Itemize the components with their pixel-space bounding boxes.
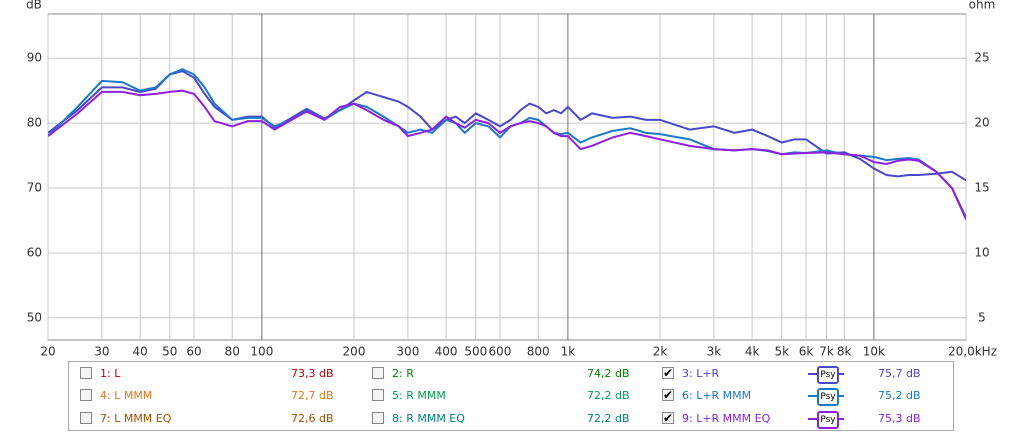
y-unit: dB	[26, 0, 42, 12]
x-tick-label: 6k	[799, 345, 814, 359]
legend-name: 9: L+R MMM EQ	[682, 412, 771, 425]
x-tick-label: 400	[435, 345, 458, 359]
legend-entry: 2: R 74,2 dB	[372, 365, 672, 383]
y-tick-label: 60	[27, 245, 42, 259]
visibility-checkbox[interactable]: ✔	[662, 411, 674, 425]
x-tick-label: 4k	[745, 345, 760, 359]
visibility-checkbox[interactable]	[372, 367, 384, 379]
legend-name: 6: L+R MMM	[682, 389, 752, 402]
legend-level: 75,7 dB	[878, 367, 921, 380]
plot-area	[47, 13, 967, 341]
y2-unit: ohm	[969, 0, 996, 12]
legend-entry: 8: R MMM EQ 72,2 dB	[372, 410, 672, 428]
x-tick-label: 500	[464, 345, 487, 359]
y-tick-label: 90	[27, 51, 42, 65]
x-tick-label: 20,0kHz	[948, 345, 997, 359]
legend-name: 5: R MMM	[392, 389, 446, 402]
legend-level: 72,2 dB	[587, 389, 630, 402]
x-tick-label: 80	[225, 345, 240, 359]
x-tick-label: 50	[162, 345, 177, 359]
x-tick-label: 1k	[561, 345, 576, 359]
legend-level: 73,3 dB	[291, 367, 334, 380]
legend-level: 72,6 dB	[291, 412, 334, 425]
x-tick-label: 8k	[837, 345, 852, 359]
x-tick-label: 3k	[707, 345, 722, 359]
smoothing-label: Psy	[817, 411, 839, 429]
legend-entry: ✔ 9: L+R MMM EQ Psy 75,3 dB	[662, 410, 962, 429]
legend-level: 72,2 dB	[587, 412, 630, 425]
x-tick-label: 7k	[819, 345, 834, 359]
curve	[48, 89, 966, 220]
legend-name: 2: R	[392, 367, 414, 380]
legend-entry: 1: L 73,3 dB	[80, 365, 380, 383]
legend-name: 7: L MMM EQ	[100, 412, 172, 425]
x-tick-label: 5k	[774, 345, 789, 359]
visibility-checkbox[interactable]	[80, 367, 92, 379]
y2-tick-label: 15	[974, 181, 989, 195]
smoothing-label: Psy	[817, 366, 839, 384]
legend-name: 3: L+R	[682, 367, 720, 380]
legend-entry: 4: L MMM 72,7 dB	[80, 387, 380, 405]
y-tick-label: 50	[27, 310, 42, 324]
visibility-checkbox[interactable]: ✔	[662, 366, 674, 380]
legend-level: 74,2 dB	[587, 367, 630, 380]
y-tick-label: 70	[27, 181, 42, 195]
y2-tick-label: 5	[978, 310, 986, 324]
visibility-checkbox[interactable]	[372, 412, 384, 424]
y-tick-label: 80	[27, 116, 42, 130]
x-tick-label: 800	[527, 345, 550, 359]
y2-tick-label: 10	[974, 245, 989, 259]
legend-name: 1: L	[100, 367, 121, 380]
visibility-checkbox[interactable]	[80, 412, 92, 424]
legend-level: 75,2 dB	[878, 389, 921, 402]
legend-entry: 5: R MMM 72,2 dB	[372, 387, 672, 405]
x-tick-label: 100	[250, 345, 273, 359]
chart: dB ohm 50 60 70 80 90 5 10 15 20 25 20 30 40 50 60 80 10…	[26, 0, 997, 359]
x-tick-label: 20	[40, 345, 55, 359]
x-tick-label: 40	[132, 345, 147, 359]
legend-entry: ✔ 6: L+R MMM Psy 75,2 dB	[662, 387, 962, 406]
legend-panel: 1: L 73,3 dB 2: R 74,2 dB ✔ 3: L+R Psy 75,7 dB 4…	[68, 361, 954, 431]
legend-name: 4: L MMM	[100, 389, 153, 402]
x-tick-label: 2k	[653, 345, 668, 359]
x-tick-label: 30	[94, 345, 109, 359]
x-tick-label: 10k	[863, 345, 885, 359]
legend-level: 72,7 dB	[291, 389, 334, 402]
legend-entry: 7: L MMM EQ 72,6 dB	[80, 410, 380, 428]
x-tick-label: 60	[186, 345, 201, 359]
legend-level: 75,3 dB	[878, 412, 921, 425]
smoothing-label: Psy	[817, 388, 839, 406]
visibility-checkbox[interactable]	[372, 389, 384, 401]
smoothing-button[interactable]: Psy	[808, 387, 844, 406]
y2-tick-label: 25	[974, 51, 989, 65]
y2-tick-label: 20	[974, 116, 989, 130]
smoothing-button[interactable]: Psy	[808, 410, 844, 429]
x-tick-label: 200	[343, 345, 366, 359]
smoothing-button[interactable]: Psy	[808, 365, 844, 384]
legend-name: 8: R MMM EQ	[392, 412, 465, 425]
visibility-checkbox[interactable]: ✔	[662, 388, 674, 402]
visibility-checkbox[interactable]	[80, 389, 92, 401]
x-tick-label: 600	[489, 345, 512, 359]
legend-entry: ✔ 3: L+R Psy 75,7 dB	[662, 365, 962, 384]
x-tick-label: 300	[396, 345, 419, 359]
